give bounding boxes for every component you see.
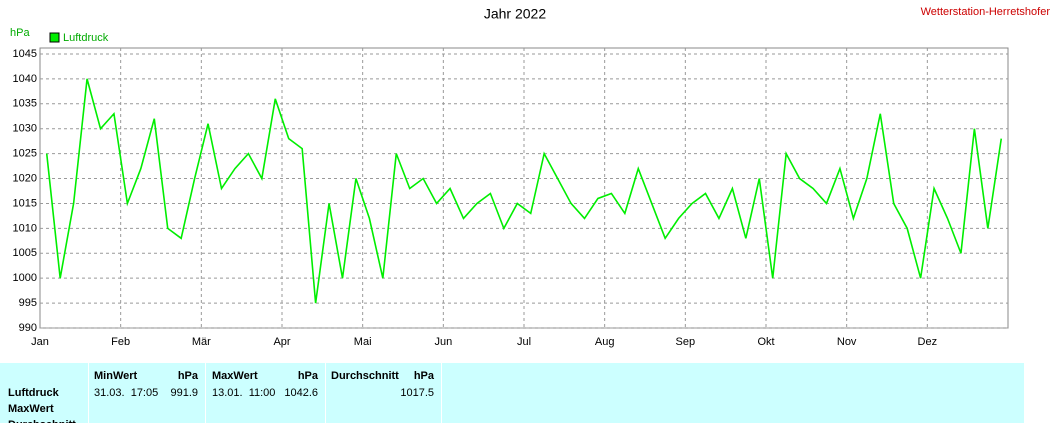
table-cell: hPa (413, 370, 434, 382)
table-cell: 31.03. 17:05 (94, 387, 159, 399)
table-cell: 13.01. 11:00 (212, 387, 276, 399)
table-cell: MaxWert (8, 403, 54, 415)
y-tick-label: 1015 (13, 197, 37, 209)
column-separator (325, 363, 326, 423)
chart-title: Jahr 2022 (484, 6, 546, 22)
y-tick-label: 1025 (13, 148, 37, 160)
y-tick-label: 1005 (13, 247, 37, 259)
x-tick-label: Feb (111, 336, 130, 348)
table-cell: hPa (177, 370, 198, 382)
x-tick-label: Jan (31, 336, 49, 348)
x-tick-label: Jul (517, 336, 531, 348)
y-tick-label: 1000 (13, 272, 37, 284)
x-tick-label: Mai (354, 336, 372, 348)
column-separator (88, 363, 89, 423)
column-separator (441, 363, 442, 423)
x-tick-label: Okt (757, 336, 774, 348)
chart: Jahr 2022 Wetterstation-Herretshofer hPa… (10, 6, 1051, 348)
x-tick-label: Nov (837, 336, 857, 348)
y-tick-label: 995 (19, 297, 37, 309)
table-cell: MaxWert (212, 370, 258, 382)
legend-swatch (49, 32, 60, 43)
table-cell: Luftdruck (8, 387, 59, 399)
x-tick-label: Sep (676, 336, 696, 348)
column-separator (205, 363, 206, 423)
table-cell: 1042.6 (284, 387, 318, 399)
table-cell: 1017.5 (400, 387, 434, 399)
x-tick-label: Aug (595, 336, 615, 348)
x-tick-label: Jun (434, 336, 452, 348)
y-tick-label: 1040 (13, 73, 37, 85)
x-tick-label: Dez (918, 336, 938, 348)
y-tick-label: 1020 (13, 172, 37, 184)
y-tick-label: 1035 (13, 98, 37, 110)
legend-label: Luftdruck (63, 32, 109, 44)
y-tick-label: 1030 (13, 123, 37, 135)
y-tick-label: 1010 (13, 222, 37, 234)
station-name: Wetterstation-Herretshofer (921, 6, 1051, 18)
y-axis-label: hPa (10, 27, 30, 39)
x-tick-label: Mär (192, 336, 211, 348)
table-cell: 991.9 (170, 387, 198, 399)
table-cell: MinWert (94, 370, 138, 382)
table-cell: hPa (297, 370, 318, 382)
stats-table: MinWert hPa MaxWert hPa Durchschnitt hPa Luftd… (0, 363, 1024, 423)
x-tick-label: Apr (273, 336, 290, 348)
table-cell: Durchschnitt (8, 419, 76, 423)
table-cell: Durchschnitt (331, 370, 399, 382)
y-tick-label: 990 (19, 322, 37, 334)
line (45, 78, 1003, 304)
y-tick-label: 1045 (13, 48, 37, 60)
